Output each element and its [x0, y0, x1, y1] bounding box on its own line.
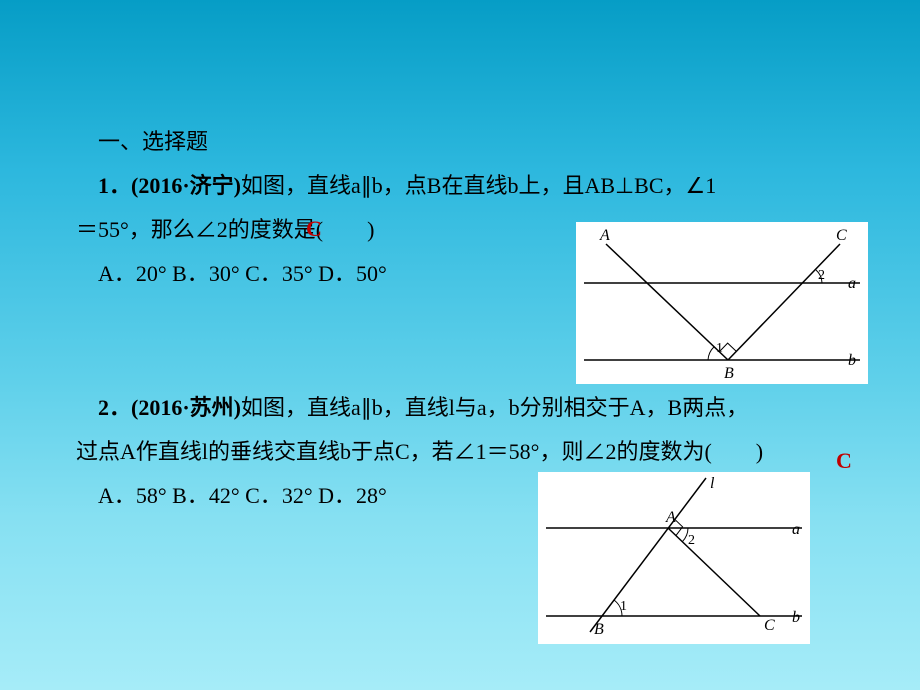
svg-text:l: l [710, 475, 715, 492]
figure-2: A B Ca b l 1 2 [538, 472, 810, 644]
svg-text:C: C [836, 227, 847, 244]
svg-text:b: b [848, 352, 856, 369]
figure-1: A C Ba b 1 2 [576, 222, 868, 384]
q1-prefix: 1．(2016·济宁) [98, 173, 241, 198]
svg-text:1: 1 [620, 599, 627, 614]
svg-text:A: A [599, 227, 610, 244]
q2-line2: 过点A作直线l的垂线交直线b于点C，若∠1＝58°，则∠2的度数为( ) [76, 430, 880, 474]
svg-text:1: 1 [716, 341, 723, 356]
q1-line1: 1．(2016·济宁)如图，直线a∥b，点B在直线b上，且AB⊥BC，∠1 [76, 164, 880, 208]
q2-line1: 2．(2016·苏州)如图，直线a∥b，直线l与a，b分别相交于A，B两点， [76, 386, 880, 430]
svg-text:2: 2 [688, 533, 695, 548]
svg-text:C: C [764, 617, 775, 634]
svg-text:a: a [848, 275, 856, 292]
q2-rest: 如图，直线a∥b，直线l与a，b分别相交于A，B两点， [241, 395, 748, 420]
svg-text:a: a [792, 521, 800, 538]
q1-rest: 如图，直线a∥b，点B在直线b上，且AB⊥BC，∠1 [241, 173, 716, 198]
q2-prefix: 2．(2016·苏州) [98, 395, 241, 420]
q2-answer: C [836, 448, 852, 474]
section-heading: 一、选择题 [76, 120, 880, 164]
svg-text:b: b [792, 609, 800, 626]
svg-text:B: B [594, 621, 604, 638]
q1-answer: C [306, 216, 322, 242]
svg-text:A: A [665, 509, 676, 526]
svg-text:2: 2 [818, 268, 825, 283]
svg-text:B: B [724, 365, 734, 382]
